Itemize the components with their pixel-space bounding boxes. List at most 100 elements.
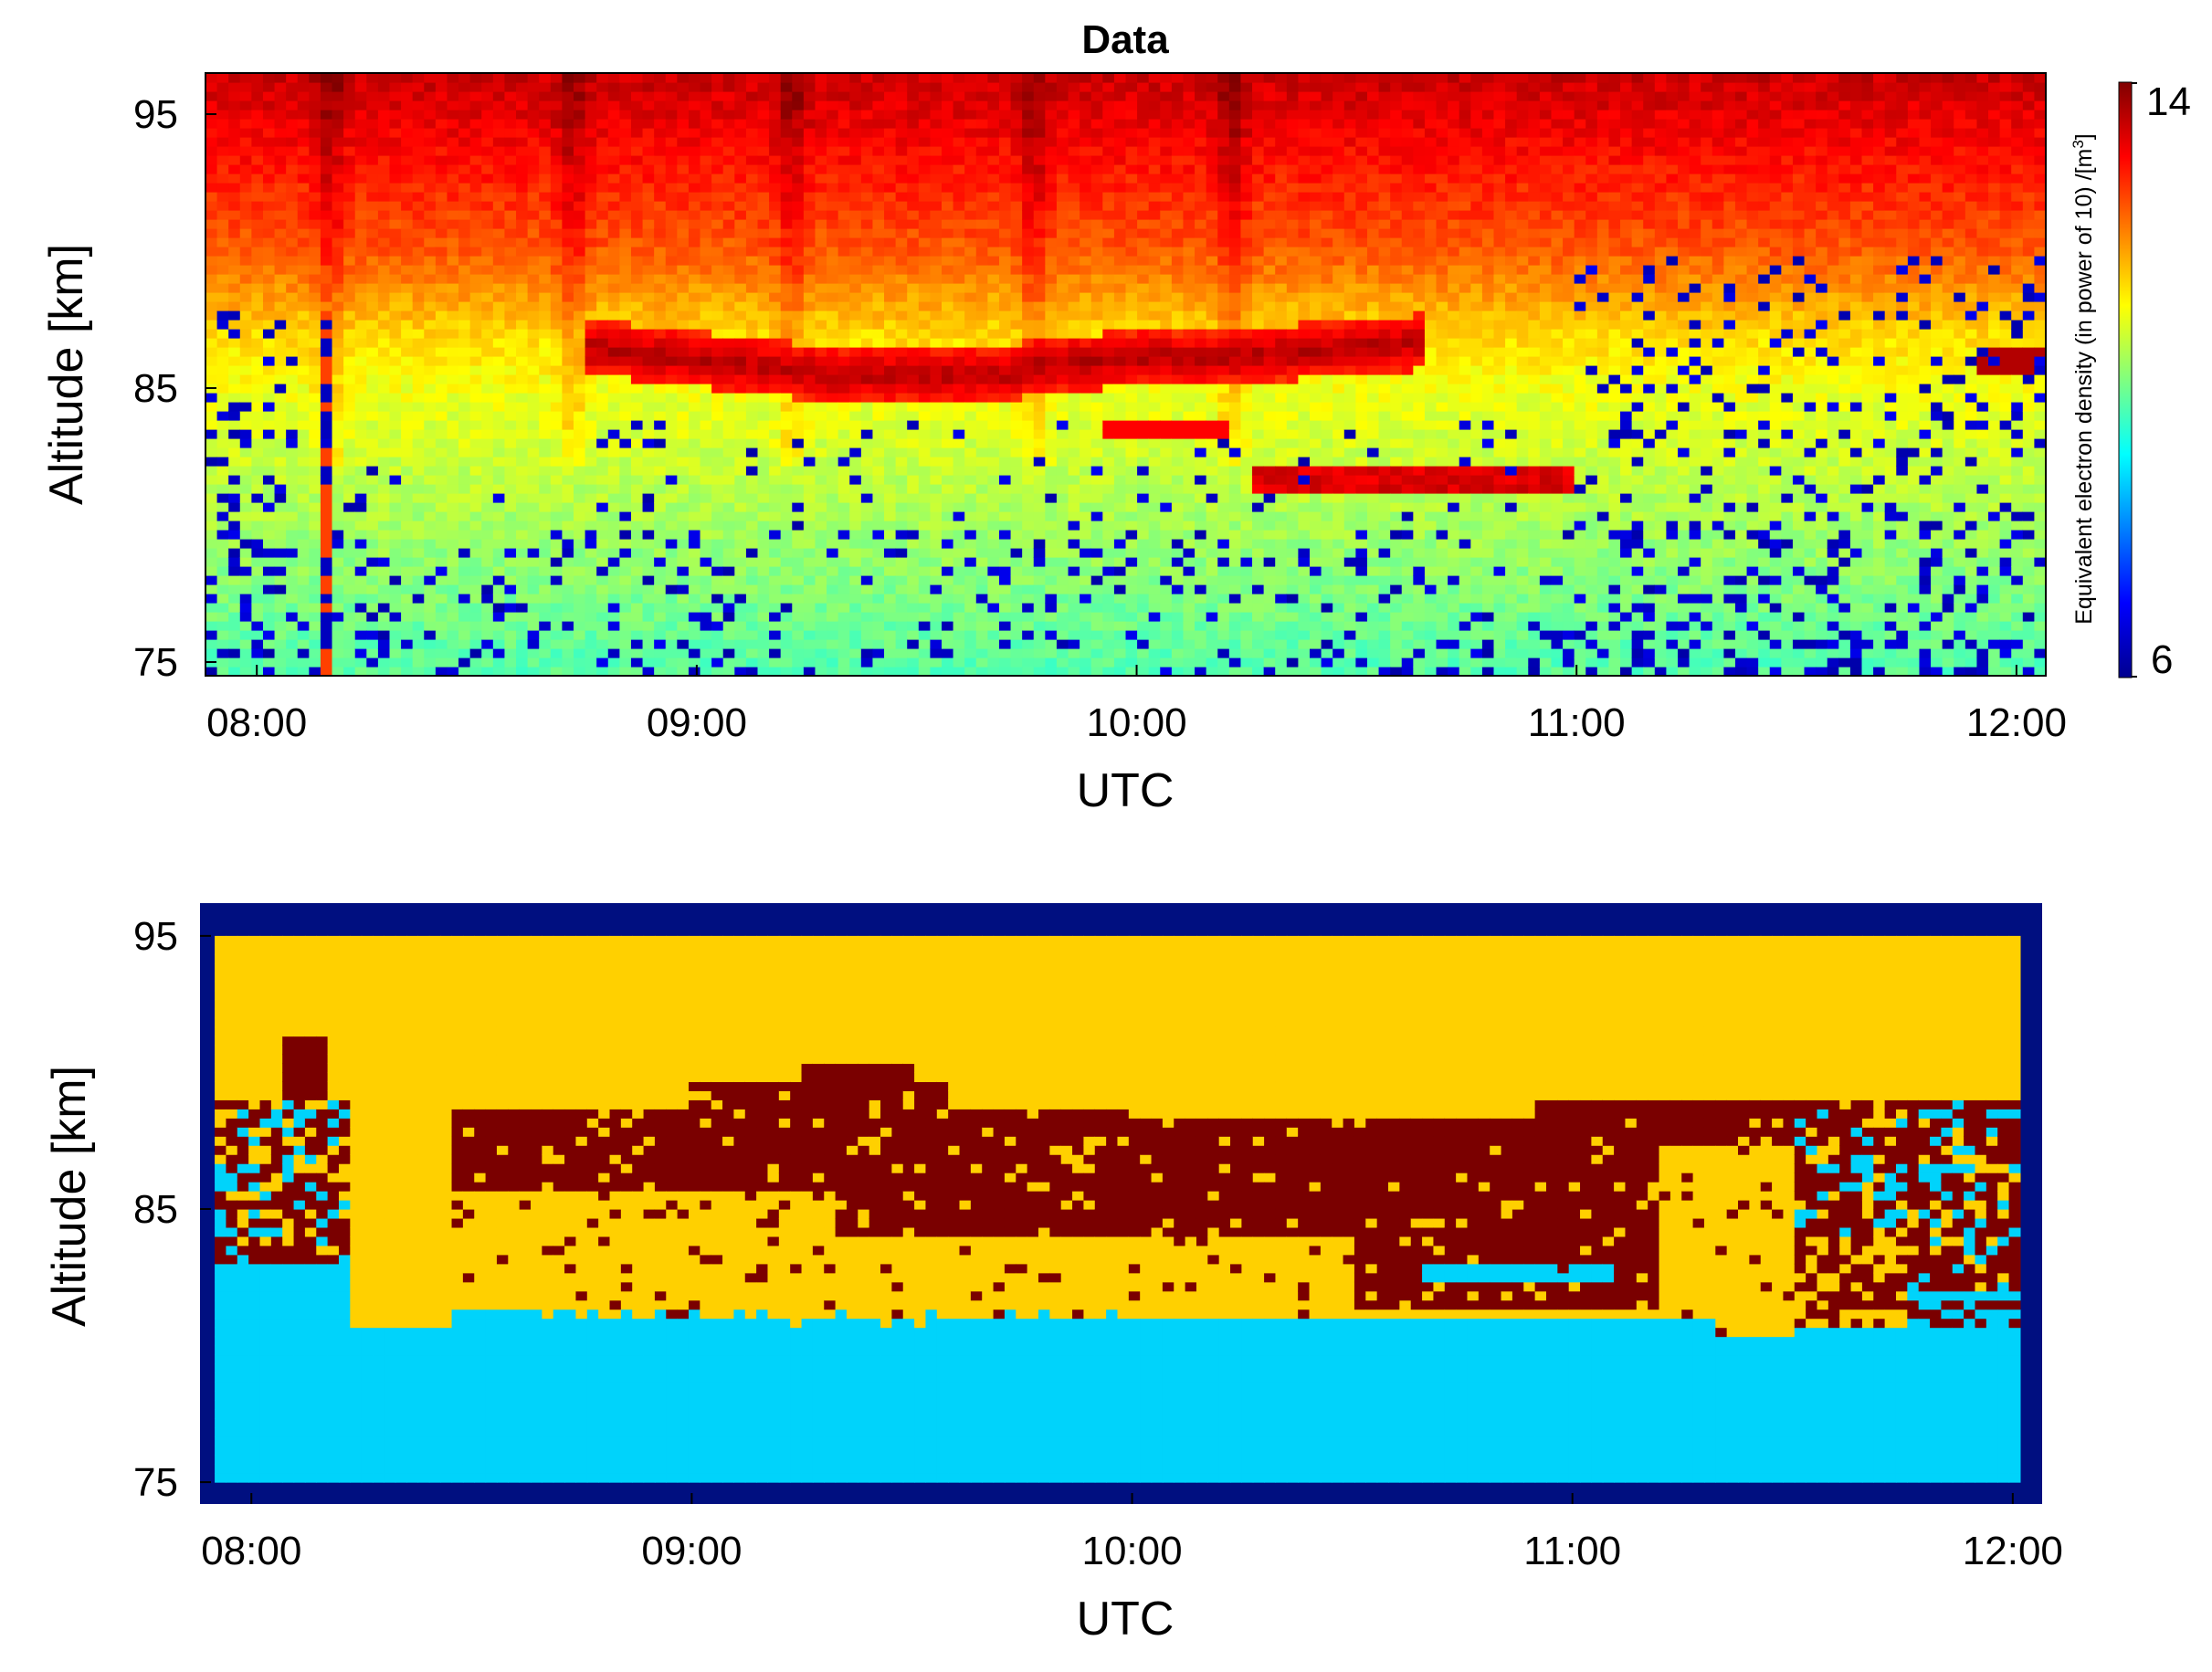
heatmap-cell xyxy=(447,192,459,202)
heatmap-cell xyxy=(1022,164,1035,174)
heatmap-cell xyxy=(849,621,862,631)
heatmap-cell xyxy=(539,137,552,147)
heatmap-cell xyxy=(492,274,506,284)
heatmap-cell xyxy=(849,484,862,494)
heatmap-cell xyxy=(630,356,644,366)
heatmap-cell xyxy=(320,457,333,467)
heatmap-cell xyxy=(332,384,344,394)
heatmap-cell xyxy=(274,493,287,503)
heatmap-cell xyxy=(228,493,241,503)
heatmap-cell xyxy=(827,82,839,92)
heatmap-cell xyxy=(458,365,471,375)
heatmap-cell xyxy=(815,155,827,165)
heatmap-cell xyxy=(998,292,1012,302)
heatmap-cell xyxy=(630,420,644,430)
heatmap-cell xyxy=(297,648,310,658)
heatmap-cell xyxy=(585,210,597,220)
heatmap-cell xyxy=(274,237,287,247)
heatmap-cell xyxy=(711,612,724,622)
heatmap-cell xyxy=(630,146,644,156)
heatmap-cell xyxy=(837,237,850,247)
heatmap-cell xyxy=(354,228,367,238)
heatmap-cell xyxy=(619,657,632,668)
heatmap-cell xyxy=(447,475,459,485)
heatmap-cell xyxy=(849,183,862,193)
heatmap-cell xyxy=(492,530,506,540)
heatmap-cell xyxy=(745,466,759,476)
heatmap-cell xyxy=(998,374,1012,384)
heatmap-cell xyxy=(700,594,712,604)
heatmap-cell xyxy=(297,557,310,567)
heatmap-cell xyxy=(711,420,724,430)
heatmap-cell xyxy=(654,657,667,668)
heatmap-cell xyxy=(1010,91,1023,101)
heatmap-cell xyxy=(262,247,276,257)
heatmap-cell xyxy=(987,183,1000,193)
heatmap-cell xyxy=(998,384,1012,394)
heatmap-cell xyxy=(964,192,977,202)
heatmap-cell xyxy=(860,457,874,467)
heatmap-cell xyxy=(918,237,931,247)
heatmap-cell xyxy=(849,310,862,321)
heatmap-cell xyxy=(907,667,920,677)
heatmap-cell xyxy=(297,374,310,384)
heatmap-cell xyxy=(492,338,506,348)
heatmap-cell xyxy=(688,283,701,293)
heatmap-cell xyxy=(492,630,506,640)
heatmap-cell xyxy=(1022,329,1035,339)
heatmap-cell xyxy=(1022,119,1035,129)
heatmap-cell xyxy=(469,338,482,348)
heatmap-cell xyxy=(630,539,644,549)
heatmap-cell xyxy=(1045,493,1058,503)
heatmap-cell xyxy=(711,457,724,467)
heatmap-cell xyxy=(516,393,529,403)
heatmap-cell xyxy=(688,630,701,640)
heatmap-cell xyxy=(1010,183,1023,193)
heatmap-cell xyxy=(286,338,299,348)
heatmap-cell xyxy=(677,265,690,275)
heatmap-cell xyxy=(309,210,321,220)
heatmap-cell xyxy=(516,667,529,677)
heatmap-cell xyxy=(1033,566,1046,576)
heatmap-cell xyxy=(930,110,943,120)
heatmap-cell xyxy=(1056,575,1069,585)
heatmap-cell xyxy=(975,347,988,357)
heatmap-cell xyxy=(458,420,471,430)
heatmap-cell xyxy=(527,256,540,266)
heatmap-cell xyxy=(711,73,724,83)
heatmap-cell xyxy=(481,557,494,567)
heatmap-cell xyxy=(803,164,816,174)
heatmap-cell xyxy=(665,219,678,229)
heatmap-cell xyxy=(1056,210,1069,220)
heatmap-cell xyxy=(700,174,712,184)
heatmap-cell xyxy=(918,603,931,613)
heatmap-cell xyxy=(654,612,667,622)
heatmap-cell xyxy=(216,530,229,540)
heatmap-cell xyxy=(654,137,667,147)
heatmap-cell xyxy=(1033,82,1046,92)
heatmap-cell xyxy=(562,539,574,549)
heatmap-cell xyxy=(1033,521,1046,531)
heatmap-cell xyxy=(665,493,678,503)
heatmap-cell xyxy=(769,612,782,622)
heatmap-cell xyxy=(975,621,988,631)
heatmap-cell xyxy=(942,110,954,120)
heatmap-cell xyxy=(1068,548,1080,558)
heatmap-cell xyxy=(504,475,517,485)
heatmap-cell xyxy=(1033,530,1046,540)
heatmap-cell xyxy=(998,183,1012,193)
heatmap-cell xyxy=(1056,237,1069,247)
heatmap-cell xyxy=(262,639,276,649)
heatmap-cell xyxy=(286,575,299,585)
heatmap-cell xyxy=(585,457,597,467)
heatmap-cell xyxy=(262,557,276,567)
heatmap-cell xyxy=(745,420,759,430)
heatmap-cell xyxy=(320,447,333,457)
heatmap-cell xyxy=(469,347,482,357)
heatmap-cell xyxy=(964,128,977,138)
heatmap-cell xyxy=(607,630,620,640)
heatmap-cell xyxy=(377,411,391,421)
heatmap-cell xyxy=(435,557,448,567)
heatmap-cell xyxy=(918,530,931,540)
heatmap-cell xyxy=(251,511,264,521)
